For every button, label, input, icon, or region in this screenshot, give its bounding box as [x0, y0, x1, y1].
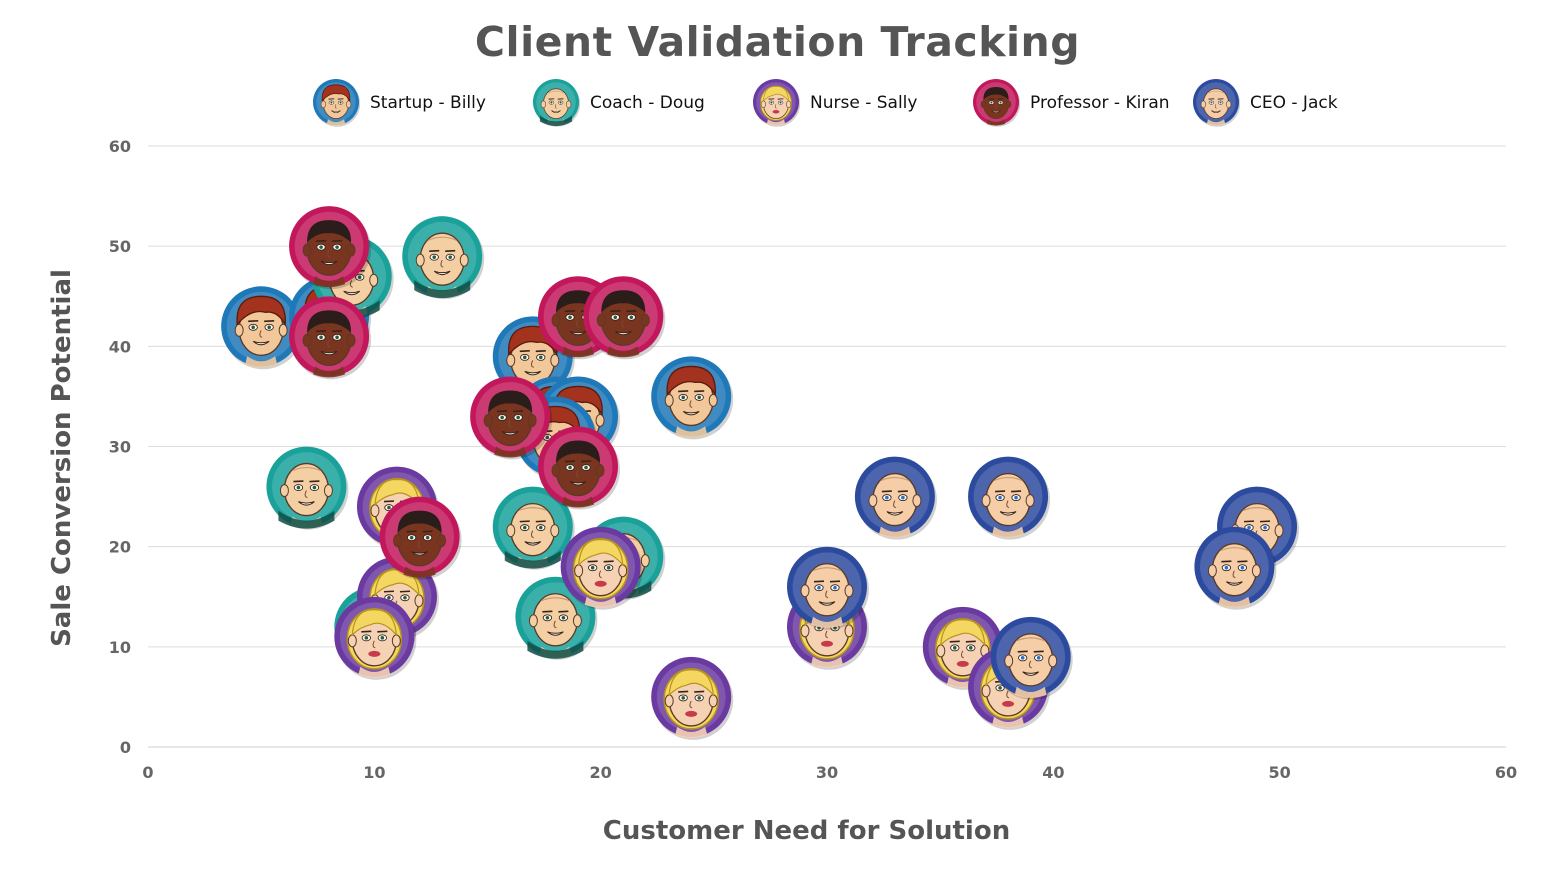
legend-label: Startup - Billy [370, 93, 486, 113]
data-point-avatar-startup-billy [651, 356, 734, 440]
y-tick-label: 60 [109, 137, 131, 156]
data-point-avatar-ceo-jack [787, 546, 869, 630]
data-point-avatar-professor-kiran [289, 206, 372, 290]
legend-label: Professor - Kiran [1030, 93, 1170, 113]
avatar-startup-billy-icon [313, 79, 361, 127]
legend-label: Coach - Doug [590, 93, 705, 113]
y-tick-label: 40 [109, 337, 131, 356]
data-point-avatar-ceo-jack [968, 456, 1051, 540]
legend-item: CEO - Jack [1192, 78, 1338, 128]
x-tick-label: 10 [363, 763, 385, 782]
gridlines [148, 145, 1506, 748]
data-point-avatar-ceo-jack [1194, 526, 1277, 610]
legend-label: CEO - Jack [1250, 93, 1338, 113]
data-point-avatar-nurse-sally [334, 596, 417, 680]
data-point-avatar-professor-kiran [583, 276, 666, 360]
data-point-avatar-professor-kiran [538, 426, 621, 510]
data-points [221, 206, 1300, 740]
data-point-avatar-coach-doug [492, 486, 575, 570]
data-point-avatar-nurse-sally [560, 526, 643, 610]
y-tick-label: 30 [109, 438, 131, 457]
y-axis-ticks: 0 10 20 30 40 50 60 [109, 137, 131, 757]
x-tick-label: 30 [816, 763, 838, 782]
legend-item: Nurse - Sally [752, 78, 917, 128]
x-tick-label: 50 [1269, 763, 1291, 782]
y-tick-label: 50 [109, 237, 131, 256]
y-axis-label: Sale Conversion Potential [47, 269, 77, 647]
x-tick-label: 20 [590, 763, 612, 782]
data-point-avatar-nurse-sally [651, 656, 734, 740]
y-tick-label: 20 [109, 538, 131, 557]
legend-label: Nurse - Sally [810, 93, 918, 113]
data-point-avatar-startup-billy [221, 286, 304, 370]
x-tick-label: 60 [1495, 763, 1517, 782]
data-point-avatar-professor-kiran [470, 376, 553, 460]
chart-title: Client Validation Tracking [474, 18, 1081, 66]
y-tick-label: 0 [120, 738, 131, 757]
data-point-avatar-professor-kiran [379, 496, 462, 580]
data-point-avatar-professor-kiran [289, 296, 372, 380]
x-axis-ticks: 0 10 20 30 40 50 60 [142, 763, 1517, 782]
avatar-coach-doug-icon [533, 79, 581, 127]
avatar-professor-kiran-icon [973, 79, 1021, 127]
legend-item: Startup - Billy [312, 78, 486, 128]
x-tick-label: 0 [142, 763, 153, 782]
y-tick-label: 10 [109, 638, 131, 657]
legend: Startup - Billy Coach - Doug Nurse - Sally… [0, 78, 1550, 130]
data-point-avatar-coach-doug [266, 446, 349, 530]
x-axis-label: Customer Need for Solution [602, 816, 1011, 846]
data-point-avatar-ceo-jack [854, 456, 937, 540]
avatar-nurse-sally-icon [753, 79, 801, 127]
data-point-avatar-coach-doug [402, 216, 485, 300]
data-point-avatar-ceo-jack [990, 616, 1073, 700]
legend-item: Professor - Kiran [972, 78, 1170, 128]
x-tick-label: 40 [1042, 763, 1064, 782]
legend-item: Coach - Doug [532, 78, 705, 128]
avatar-ceo-jack-icon [1193, 79, 1241, 127]
